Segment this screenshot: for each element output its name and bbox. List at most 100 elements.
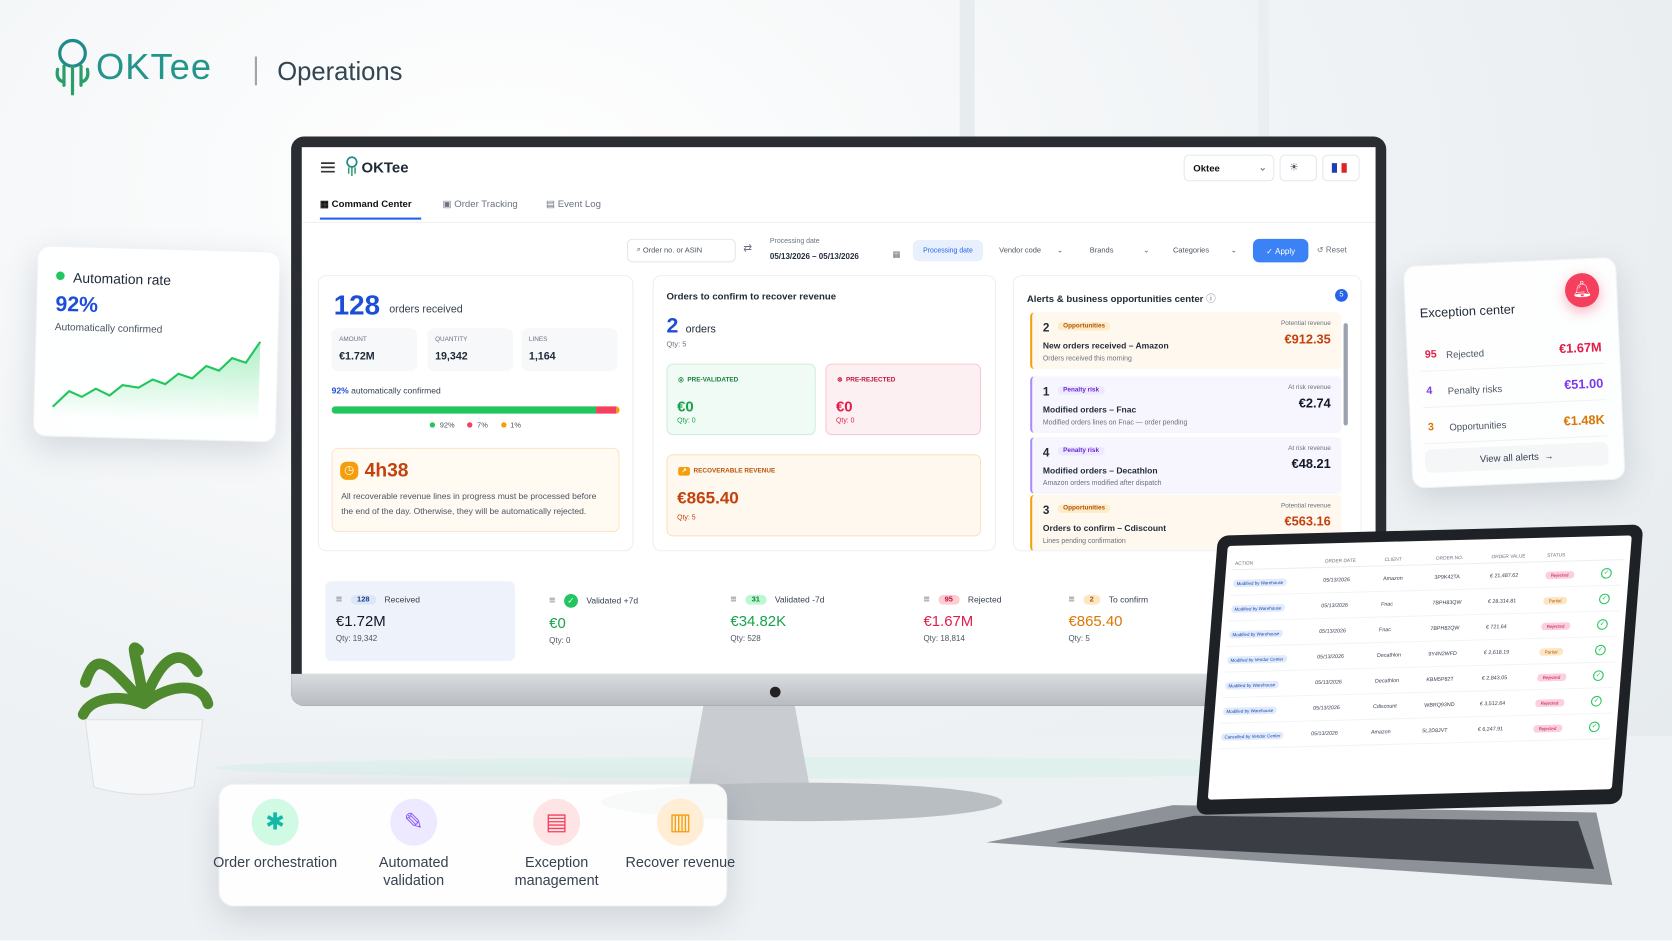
scrollbar[interactable]: [1343, 323, 1348, 426]
brands-select[interactable]: Brands ⌄: [1080, 238, 1157, 263]
summary-label: Received: [384, 595, 421, 605]
text: ≡: [335, 593, 343, 606]
vendor-select[interactable]: Vendor code ⌄: [989, 238, 1071, 263]
summary-badge: 95: [938, 595, 960, 605]
decor: [58, 38, 87, 68]
feature-icon: ▥: [656, 798, 704, 846]
language-select[interactable]: [1322, 154, 1360, 182]
bell-icon[interactable]: 🔔︎: [1564, 272, 1600, 308]
timer-icon: ◷: [340, 461, 359, 480]
alert-amount: €2.74: [1298, 395, 1331, 411]
table-cell: 5L2D8JVT: [1421, 727, 1448, 735]
tab[interactable]: ▤ Event Log: [545, 198, 601, 210]
received-count: 128: [333, 288, 381, 321]
decor: [347, 167, 356, 176]
table-header: ORDER DATE: [1324, 557, 1357, 564]
recoverable-box: ↗ RECOVERABLE REVENUE €865.40 Qty: 5: [666, 454, 982, 537]
text: ≡: [549, 595, 556, 607]
text: ≡: [923, 593, 930, 606]
decor: [52, 341, 261, 423]
table-cell: 05/13/2026: [1318, 628, 1347, 636]
progress-segment: [331, 406, 597, 414]
progress-legend: 92% 7% 1%: [319, 422, 633, 430]
laptop-lid: ACTION ORDER DATE CLIENT ORDER NO. ORDER VAL…: [1195, 524, 1644, 815]
alert-item[interactable]: 1 Penalty risk At risk revenue €2.74 Mod…: [1030, 376, 1342, 433]
summary-highlight: [325, 581, 516, 662]
menu-button[interactable]: [320, 161, 335, 174]
summary-badge: 31: [745, 595, 767, 605]
summary-badge: 2: [1083, 595, 1101, 605]
calendar-icon[interactable]: ▦: [892, 249, 901, 260]
exception-count: 95: [1424, 348, 1437, 362]
apply-label: Apply: [1275, 245, 1296, 256]
box-label: ◎ PRE-VALIDATED: [678, 377, 739, 384]
brand-divider: [254, 56, 257, 86]
table-cell: Rejected: [1537, 673, 1567, 682]
alert-revenue-label: Potential revenue: [1280, 503, 1331, 510]
tab[interactable]: ▣ Order Tracking: [442, 198, 518, 210]
table-cell: 9Y4N2WFD: [1428, 650, 1458, 658]
summary-amount: €1.72M: [335, 612, 386, 630]
apply-button[interactable]: ✓ Apply: [1252, 238, 1309, 263]
sparkline: [51, 341, 262, 423]
status-dot: [56, 271, 65, 281]
reset-button[interactable]: ↺ Reset: [1316, 245, 1347, 255]
table-cell: Partial: [1543, 596, 1568, 605]
date-chip[interactable]: Processing date: [912, 239, 984, 262]
box-label: ↗ RECOVERABLE REVENUE: [678, 467, 776, 476]
table-cell: Decathlon: [1376, 652, 1402, 660]
alert-title: Modified orders – Decathlon: [1042, 465, 1158, 476]
summary-badge: 128: [350, 595, 376, 605]
view-all-button[interactable]: View all alerts →: [1424, 441, 1609, 474]
summary-head: ≡ 2 To confirm: [1068, 594, 1148, 606]
tab[interactable]: ▦ Command Center: [319, 198, 412, 210]
account-select[interactable]: Oktee ⌄: [1183, 154, 1275, 182]
box-amount: €0: [836, 397, 853, 415]
theme-toggle[interactable]: ☀: [1279, 154, 1317, 182]
box-label: ⊗ PRE-REJECTED: [837, 377, 896, 384]
alert-subtitle: Modified orders lines on Fnac — order pe…: [1042, 419, 1188, 427]
progress-segment: [616, 406, 620, 414]
glow: [213, 757, 1408, 779]
progress-segment: [596, 406, 617, 414]
label: RECOVERABLE REVENUE: [693, 468, 776, 475]
summary-item: ≡ 128 Received €1.72M Qty: 19,342: [336, 594, 420, 643]
alert-tag: Opportunities: [1057, 322, 1111, 331]
tabs-divider: [301, 221, 1376, 223]
categories-select[interactable]: Categories ⌄: [1163, 238, 1245, 263]
summary-item: ≡ ✓ Validated +7d €0 Qty: 0: [549, 593, 638, 645]
date-range[interactable]: 05/13/2026 – 05/13/2026: [769, 251, 859, 262]
stat-label: LINES: [528, 336, 548, 344]
auto-confirmed: 92% automatically confirmed: [332, 386, 441, 396]
alert-amount: €48.21: [1291, 456, 1331, 472]
alert-tag: Penalty risk: [1057, 386, 1105, 395]
text: ≡: [730, 593, 737, 606]
alert-item[interactable]: 2 Opportunities Potential revenue €912.3…: [1030, 312, 1342, 369]
summary-item: ≡ 95 Rejected €1.67M Qty: 18,814: [923, 594, 1001, 643]
table-header: ORDER VALUE: [1491, 553, 1526, 560]
alert-title: Orders to confirm – Cdiscount: [1042, 523, 1167, 534]
table-header: ACTION: [1234, 560, 1254, 567]
legend-item: 1%: [500, 422, 522, 430]
pre-rejected-box: ⊗ PRE-REJECTED €0 Qty: 0: [825, 363, 982, 436]
monitor-chin: [291, 673, 1387, 706]
feature-icon: ▤: [533, 798, 581, 846]
summary-qty: Qty: 5: [1068, 633, 1090, 643]
confirm-qty: Qty: 5: [666, 341, 687, 349]
exception-label: Rejected: [1445, 347, 1485, 361]
table-cell: 05/13/2026: [1312, 704, 1341, 712]
table-cell: Decathlon: [1374, 677, 1400, 685]
alert-item[interactable]: 4 Penalty risk At risk revenue €48.21 Mo…: [1030, 437, 1342, 494]
table-cell: Rejected: [1535, 698, 1565, 708]
legend-label: 1%: [510, 422, 522, 430]
alerts-title-text: Alerts & business opportunities center: [1026, 293, 1204, 304]
automation-title: Automation rate: [72, 269, 172, 289]
decor: [51, 341, 262, 408]
categories-label: Categories: [1172, 246, 1210, 255]
swap-button[interactable]: ⇄: [743, 243, 753, 255]
alert-count: 2: [1042, 322, 1050, 335]
search-input[interactable]: ⌕ Order no. or ASIN: [627, 238, 736, 263]
stat-label: AMOUNT: [339, 336, 367, 344]
label: PRE-VALIDATED: [687, 377, 739, 384]
chevron: ⌄: [1230, 247, 1237, 255]
